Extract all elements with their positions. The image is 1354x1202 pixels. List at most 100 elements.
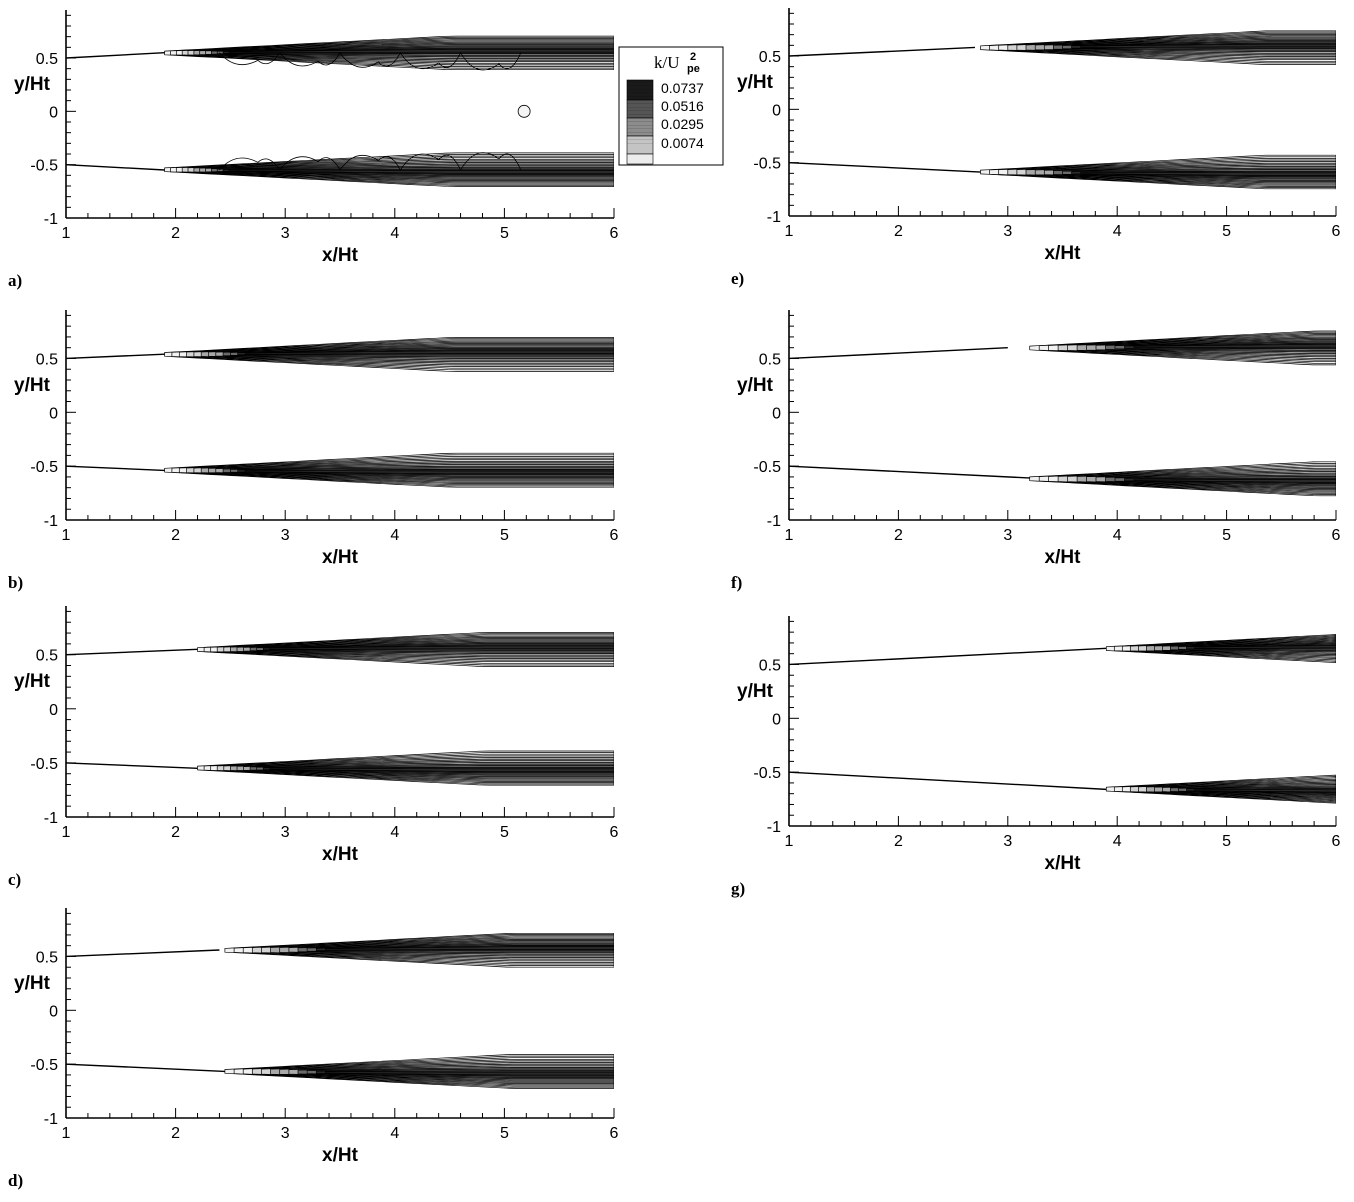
panel-g: 1 2 3 4 5 6 -1 -0.5 0 0.5 x/Ht y/Ht g) [731, 616, 1341, 898]
panel-label: g) [731, 879, 745, 898]
panel-label: f) [731, 573, 742, 592]
contour-band [1194, 789, 1336, 793]
panel-d: 1 2 3 4 5 6 -1 -0.5 0 0.5 x/Ht y/Ht d) [8, 908, 619, 1190]
panel-e: 1 2 3 4 5 6 -1 -0.5 0 0.5 x/Ht y/Ht e) [731, 8, 1341, 288]
colorbar-legend: k/U 2 pe 0.0737 0.0516 0.0295 0.0074 [618, 46, 724, 166]
panel-f: 1 2 3 4 5 6 -1 -0.5 0 0.5 x/Ht y/Ht f) [731, 310, 1341, 592]
y-tick-label: -1 [44, 810, 58, 827]
x-tick-label: 6 [610, 225, 619, 242]
contour-band [269, 767, 614, 773]
y-tick-label: -1 [44, 513, 58, 530]
colorbar-title-sup: 2 [690, 51, 696, 63]
y-tick-label: -1 [767, 819, 781, 836]
x-tick-label: 4 [390, 824, 399, 841]
x-tick-label: 5 [500, 824, 509, 841]
vortex-contour [339, 52, 401, 68]
y-tick-label: -0.5 [30, 1057, 58, 1074]
colorbar-swatch [626, 135, 654, 155]
vortex-contour [460, 52, 522, 71]
y-tick-label: -0.5 [753, 459, 781, 476]
contour-band [325, 946, 614, 951]
wall-line [66, 1063, 231, 1073]
contour-band [1194, 645, 1336, 649]
x-tick-label: 4 [1113, 833, 1122, 850]
x-axis-title: x/Ht [1045, 853, 1082, 874]
y-tick-label: 0 [49, 1003, 58, 1020]
x-tick-label: 2 [894, 223, 903, 240]
x-tick-label: 6 [610, 1125, 619, 1142]
y-tick-label: -0.5 [753, 156, 781, 173]
x-tick-label: 6 [610, 527, 619, 544]
colorbar-swatch [626, 79, 654, 101]
plot-area [66, 932, 614, 1089]
colorbar-level-3: 0.0295 [661, 116, 704, 132]
x-tick-label: 4 [1113, 223, 1122, 240]
upper-shear-layer [66, 632, 614, 667]
x-tick-label: 2 [171, 1125, 180, 1142]
plot-area [66, 632, 614, 786]
panel-label: a) [8, 271, 22, 290]
y-tick-label: 0.5 [36, 949, 58, 966]
contour-band [1080, 171, 1336, 176]
x-tick-label: 2 [171, 824, 180, 841]
y-tick-label: -0.5 [30, 459, 58, 476]
contour-band [228, 48, 614, 54]
colorbar-swatch [626, 153, 654, 165]
x-tick-label: 5 [1222, 223, 1231, 240]
panel-a: 1 2 3 4 5 6 -1 -0.5 0 0.5 x/Ht y/Ht a) [8, 10, 619, 290]
x-tick-label: 6 [1332, 223, 1341, 240]
colorbar-level-1: 0.0737 [661, 80, 704, 96]
vortex-contour [219, 52, 281, 66]
x-tick-label: 1 [62, 225, 71, 242]
plot-area [789, 330, 1336, 497]
x-tick-label: 3 [281, 1125, 290, 1142]
panel-label: b) [8, 573, 23, 592]
x-axis-title: x/Ht [1045, 243, 1082, 264]
y-tick-label: 0 [772, 711, 781, 728]
vortex-contour [399, 153, 461, 171]
lower-shear-layer [66, 1054, 614, 1089]
plot-area [66, 337, 614, 488]
y-axis-title: y/Ht [737, 375, 774, 396]
x-tick-label: 6 [1332, 833, 1341, 850]
upper-shear-layer [66, 932, 614, 968]
plot-area [789, 634, 1336, 804]
lower-shear-layer [789, 154, 1336, 190]
lower-shear-layer [66, 452, 614, 488]
upper-shear-layer [789, 634, 1336, 666]
x-tick-label: 2 [894, 833, 903, 850]
x-tick-label: 1 [785, 223, 794, 240]
panel-label: e) [731, 269, 744, 288]
plot-area [66, 35, 614, 187]
panels: 1 2 3 4 5 6 -1 -0.5 0 0.5 x/Ht y/Ht a) 1 2 3 4 5 6 -1 -0.5 0 0… [8, 8, 1341, 1190]
wall-line [66, 465, 165, 472]
y-tick-label: 0 [772, 405, 781, 422]
colorbar-title-sub: pe [687, 63, 700, 75]
wall-line [789, 771, 1107, 791]
colorbar-level-2: 0.0516 [661, 98, 704, 114]
vortex-contour [219, 157, 281, 171]
vortex-contour [399, 52, 461, 70]
wall-line [66, 648, 198, 656]
contour-band [325, 1071, 614, 1076]
x-tick-label: 4 [390, 1125, 399, 1142]
wall-line [789, 346, 1008, 360]
y-axis-title: y/Ht [14, 671, 51, 692]
x-tick-label: 4 [390, 225, 399, 242]
x-tick-label: 5 [500, 1125, 509, 1142]
panel-c: 1 2 3 4 5 6 -1 -0.5 0 0.5 x/Ht y/Ht c) [8, 606, 619, 889]
lower-shear-layer [66, 750, 614, 786]
wall-line [66, 353, 165, 360]
wall-line [66, 163, 165, 171]
x-axis-title: x/Ht [322, 844, 359, 865]
lower-shear-layer [789, 461, 1336, 497]
x-tick-label: 5 [500, 225, 509, 242]
x-tick-label: 3 [1003, 223, 1012, 240]
vortex-contour [339, 154, 401, 171]
x-tick-label: 2 [171, 225, 180, 242]
panel-label: c) [8, 870, 21, 889]
vortex-contour [279, 156, 341, 171]
wall-line [789, 161, 986, 173]
upper-shear-layer [789, 330, 1336, 366]
contour-band [1133, 478, 1336, 483]
